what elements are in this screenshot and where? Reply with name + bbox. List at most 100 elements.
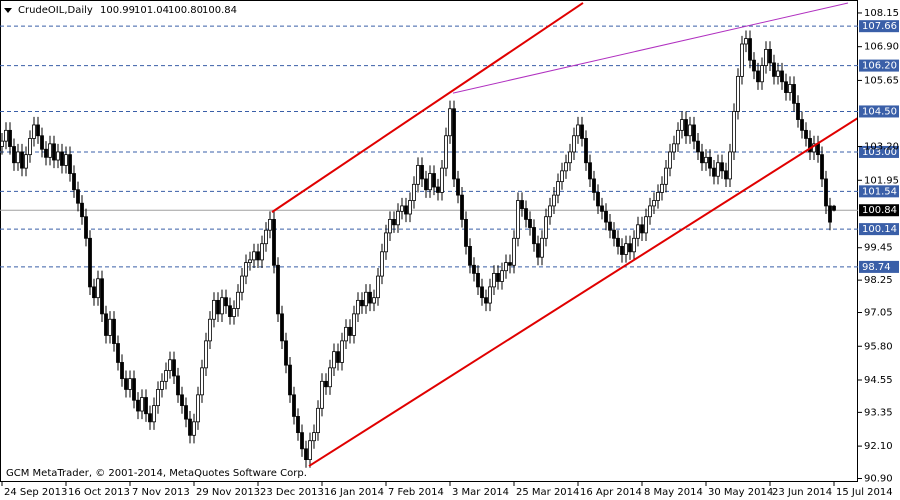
candle-body [24,154,28,169]
level-label-box [859,185,899,198]
candle-body [652,200,656,207]
x-tick-label: 24 Sep 2013 [4,487,67,498]
candle-body [348,326,352,336]
x-tick-label: 29 Nov 2013 [196,487,260,498]
candle-body [448,108,452,137]
candle-body [420,165,424,180]
candle-body [84,216,88,239]
y-tick-label: 99.45 [864,243,893,254]
candle-body [484,297,488,304]
y-tick-label: 108.15 [864,8,899,19]
candle-body [488,286,492,304]
candle-body [160,380,164,390]
candle-body [576,124,580,137]
candle-body [284,340,288,366]
level-label-box [859,145,899,158]
candle-body [596,192,600,207]
candle-body [572,135,576,153]
candle-body [580,124,584,139]
candle-body [772,62,776,77]
candle-body [436,186,440,193]
candle-body [8,129,12,147]
candle-body [16,151,20,164]
candle-body [308,440,312,461]
candle-body [480,286,484,299]
x-tick-label: 7 Nov 2013 [132,487,190,498]
x-tick-label: 7 Feb 2014 [388,487,444,498]
candle-body [644,216,648,234]
header-values: 100.99 101.04 100.80 100.84 [100,5,237,16]
candle-body [456,178,460,196]
candle-body [404,205,408,215]
candle-body [724,170,728,180]
candle-body [136,399,140,412]
candle-body [240,275,244,293]
x-tick-label: 3 Mar 2014 [452,487,509,498]
candle-body [696,140,700,153]
candle-body [388,219,392,234]
candle-body [804,129,808,139]
candle-body [460,194,464,220]
level-label-box [859,260,899,273]
candle-body [400,205,404,212]
candle-body [144,397,148,415]
candle-body [96,278,100,299]
level-label-box [859,20,899,33]
header-value: 100.99 [100,5,135,16]
candle-body [60,151,64,166]
candle-body [668,151,672,169]
candle-body [364,291,368,307]
candle-body [292,394,296,417]
candle-body [72,173,76,191]
candle-body [556,181,560,196]
candle-body [252,251,256,261]
candle-body [200,367,204,396]
candle-body [100,278,104,315]
candle-body [620,245,624,255]
candle-body [532,227,536,245]
candle-body [632,237,636,253]
candle-body [128,378,132,390]
candle-body [124,378,128,390]
candle-body [80,202,84,218]
candle-body [272,219,276,266]
candle-body [192,421,196,436]
candle-body [636,224,640,239]
candle-body [392,219,396,226]
candle-body [368,291,372,304]
candle-body [56,151,60,161]
candle-body [760,65,764,83]
candle-body [600,205,604,212]
candle-body [304,448,308,461]
x-tick-label: 23 Dec 2013 [260,487,324,498]
candle-body [232,308,236,317]
candle-body [188,418,192,436]
candle-body [208,318,212,342]
candle-body [280,313,284,342]
y-tick-label: 105.65 [864,75,899,86]
candle-body [360,299,364,307]
candle-body [472,264,476,274]
candle-body [428,173,432,191]
candle-body [228,305,232,317]
candle-body [220,297,224,315]
candle-body [236,291,240,309]
candle-body [792,84,796,104]
candle-body [764,48,768,66]
y-tick-label: 93.35 [864,407,893,418]
candle-body [776,70,780,77]
candle-body [520,200,524,210]
candle-body [32,124,36,139]
menu-triangle [4,8,12,13]
candle-body [504,262,508,272]
candle-body [500,270,504,282]
candle-body [616,237,620,247]
candles [1,2,857,468]
candle-body [588,162,592,180]
level-label: 101.54 [862,186,897,197]
level-label: 107.66 [862,21,897,32]
candle-body [216,299,220,315]
candle-body [628,243,632,253]
candle-body [820,154,824,180]
